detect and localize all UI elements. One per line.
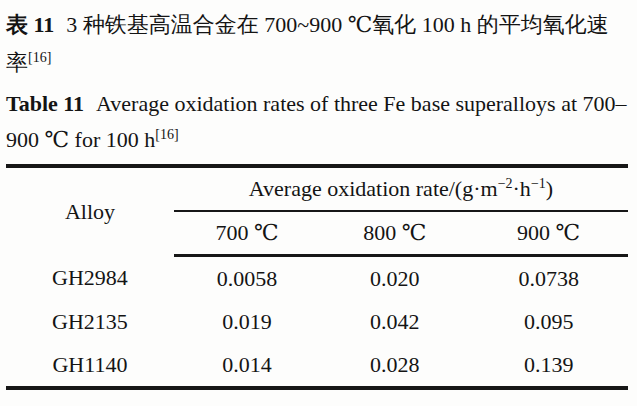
table-caption-en: Table 11Average oxidation rates of three… — [6, 86, 628, 158]
reference-superscript-en: [16] — [155, 127, 178, 142]
table-row: GH2984 0.0058 0.020 0.0738 — [6, 256, 628, 301]
rate-cell-700: 0.019 — [174, 300, 320, 343]
alloy-cell: GH2135 — [6, 300, 174, 343]
rate-cell-800: 0.020 — [320, 256, 469, 301]
column-header-700c: 700 ℃ — [174, 211, 320, 256]
table-row: GH1140 0.014 0.028 0.139 — [6, 343, 628, 388]
rate-unit-exponent-h: −1 — [531, 176, 546, 191]
rate-unit-mid: ·h — [513, 176, 531, 201]
rate-unit-prefix: Average oxidation rate/(g·m — [249, 176, 498, 201]
column-group-header-rate-unit: Average oxidation rate/(g·m−2·h−1) — [174, 166, 628, 211]
rate-cell-900: 0.139 — [469, 343, 628, 388]
alloy-cell: GH2984 — [6, 256, 174, 301]
rate-unit-exponent-m: −2 — [498, 176, 513, 191]
column-header-900c: 900 ℃ — [469, 211, 628, 256]
table-number-zh: 表 11 — [6, 12, 54, 37]
rate-cell-900: 0.0738 — [469, 256, 628, 301]
column-header-800c: 800 ℃ — [320, 211, 469, 256]
oxidation-rate-table: Alloy Average oxidation rate/(g·m−2·h−1)… — [6, 164, 628, 390]
table-caption-zh-text: 3 种铁基高温合金在 700~900 ℃氧化 100 h 的平均氧化速率 — [6, 12, 609, 75]
table-caption-zh: 表 113 种铁基高温合金在 700~900 ℃氧化 100 h 的平均氧化速率… — [6, 6, 628, 82]
rate-cell-900: 0.095 — [469, 300, 628, 343]
rate-cell-800: 0.028 — [320, 343, 469, 388]
rate-unit-suffix: ) — [546, 176, 553, 201]
alloy-cell: GH1140 — [6, 343, 174, 388]
column-header-alloy: Alloy — [6, 166, 174, 256]
table-caption-en-text: Average oxidation rates of three Fe base… — [6, 91, 627, 152]
rate-cell-700: 0.0058 — [174, 256, 320, 301]
rate-cell-800: 0.042 — [320, 300, 469, 343]
paper-table-region: 表 113 种铁基高温合金在 700~900 ℃氧化 100 h 的平均氧化速率… — [0, 0, 637, 390]
table-number-en: Table 11 — [6, 91, 84, 116]
header-row-group: Alloy Average oxidation rate/(g·m−2·h−1) — [6, 166, 628, 211]
rate-cell-700: 0.014 — [174, 343, 320, 388]
reference-superscript-zh: [16] — [28, 50, 51, 65]
table-row: GH2135 0.019 0.042 0.095 — [6, 300, 628, 343]
